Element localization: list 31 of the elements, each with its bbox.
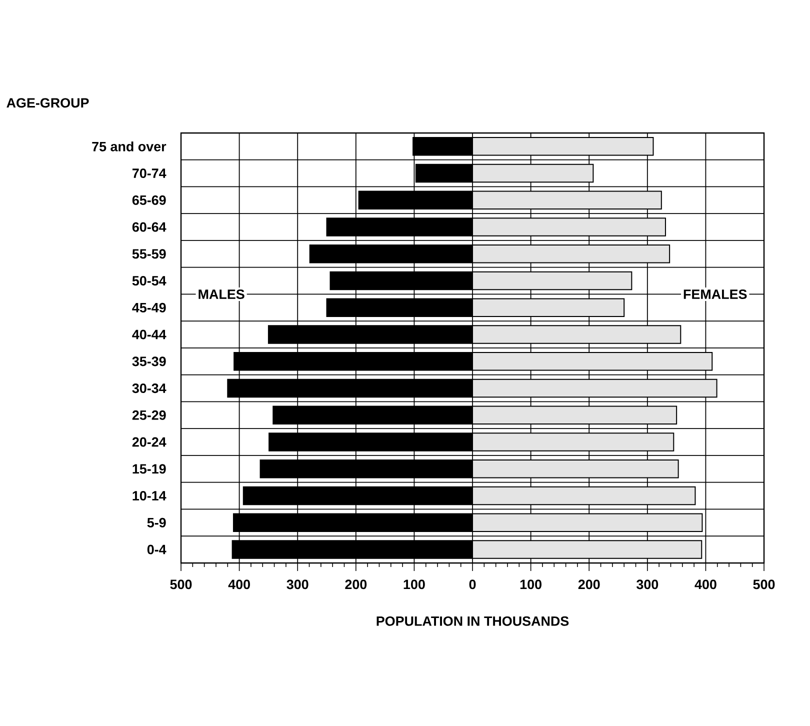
x-tick-label: 300 <box>636 580 658 590</box>
y-tick-label: 5-9 <box>147 518 166 528</box>
y-tick-label: 55-59 <box>132 249 166 259</box>
x-tick-label: 400 <box>228 580 250 590</box>
y-tick-label: 75 and over <box>92 141 166 152</box>
x-tick-label: 400 <box>694 580 716 590</box>
x-tick-label: 500 <box>170 580 192 590</box>
y-tick-label: 70-74 <box>132 168 166 178</box>
y-tick-label: 30-34 <box>132 384 166 394</box>
series-label: FEMALES <box>684 289 747 299</box>
y-tick-label: 65-69 <box>132 195 166 205</box>
y-tick-label: 45-49 <box>132 302 166 312</box>
y-tick-label: 10-14 <box>132 491 166 501</box>
x-tick-label: 200 <box>345 580 367 590</box>
y-tick-label: 35-39 <box>132 356 166 366</box>
y-tick-label: 50-54 <box>132 276 166 286</box>
text: MALES <box>198 289 244 299</box>
x-tick-label: 200 <box>578 580 600 590</box>
x-tick-label: 100 <box>520 580 542 590</box>
y-tick-label: 60-64 <box>132 222 166 232</box>
x-tick-label: 300 <box>286 580 308 590</box>
y-tick-label: 20-24 <box>132 437 166 447</box>
x-axis-title: POPULATION IN THOUSANDS <box>376 616 569 626</box>
y-tick-label: 25-29 <box>132 410 166 420</box>
x-tick-label: 500 <box>753 580 775 590</box>
x-tick-label: 0 <box>469 580 476 590</box>
x-tick-label: 100 <box>404 580 425 590</box>
y-tick-label: 40-44 <box>132 330 166 340</box>
y-tick-label: 0-4 <box>147 544 166 554</box>
y-axis-title: AGE-GROUP <box>6 98 89 108</box>
y-tick-label: 15-19 <box>132 464 166 474</box>
